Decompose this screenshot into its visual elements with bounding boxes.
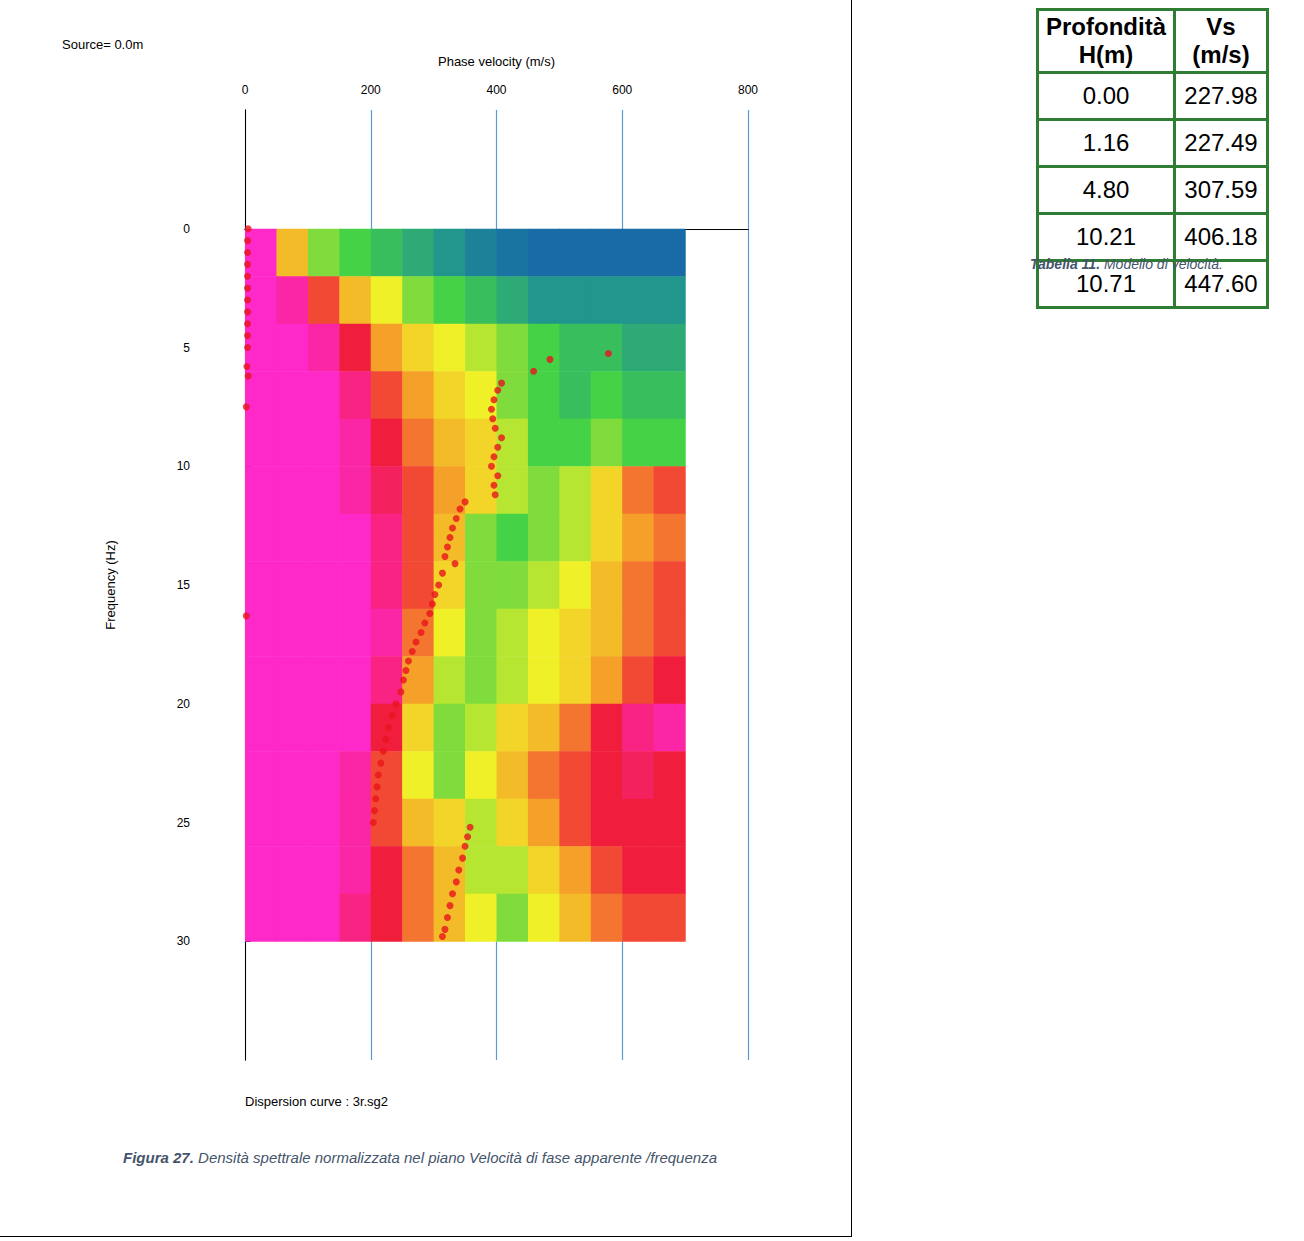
svg-text:Frequency (Hz): Frequency (Hz): [103, 540, 118, 630]
html-text:4.80: 4.80: [1082, 176, 1130, 203]
svg-text:30: 30: [177, 934, 191, 948]
svg-text:400: 400: [486, 83, 506, 97]
svg-text:600: 600: [612, 83, 632, 97]
svg-text:10: 10: [177, 459, 191, 473]
html-text:447.60: 447.60: [1184, 270, 1258, 297]
html-text:H(m): H(m): [1078, 41, 1134, 68]
html-text:Tabella 11. Modello di velocit: Tabella 11. Modello di velocità.: [1030, 256, 1223, 272]
svg-text:200: 200: [361, 83, 381, 97]
svg-text:15: 15: [177, 578, 191, 592]
html-text:10.71: 10.71: [1076, 270, 1136, 297]
html-text:307.59: 307.59: [1184, 176, 1258, 203]
html-text:Figura 27. Densità spettrale n: Figura 27. Densità spettrale normalizzat…: [123, 1149, 717, 1166]
html-text:227.98: 227.98: [1184, 82, 1258, 109]
html-text:10.21: 10.21: [1076, 223, 1136, 250]
svg-text:5: 5: [183, 341, 190, 355]
html-text:(m/s): (m/s): [1192, 41, 1250, 68]
html-text:Vs: Vs: [1206, 13, 1236, 40]
html-text:227.49: 227.49: [1184, 129, 1258, 156]
svg-text:Source= 0.0m: Source= 0.0m: [62, 37, 143, 52]
svg-text:Dispersion curve : 3r.sg2: Dispersion curve : 3r.sg2: [245, 1094, 388, 1109]
svg-text:0: 0: [183, 222, 190, 236]
html-text:0.00: 0.00: [1082, 82, 1130, 109]
svg-text:800: 800: [738, 83, 758, 97]
html-text:Profondità: Profondità: [1046, 13, 1166, 40]
svg-text:20: 20: [177, 697, 191, 711]
html-text:406.18: 406.18: [1184, 223, 1258, 250]
svg-text:Phase velocity (m/s): Phase velocity (m/s): [438, 54, 555, 69]
svg-text:25: 25: [177, 816, 191, 830]
svg-text:0: 0: [242, 83, 249, 97]
html-text:1.16: 1.16: [1082, 129, 1130, 156]
